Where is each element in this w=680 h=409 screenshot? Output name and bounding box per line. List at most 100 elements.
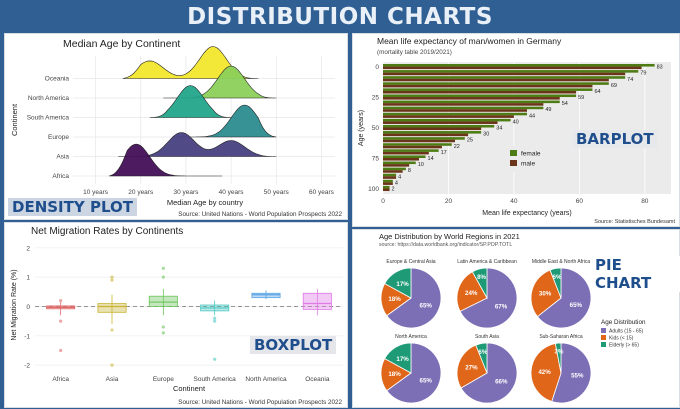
bar-x-tick: 20 [445, 198, 453, 205]
density-x-label: Median Age by country [167, 198, 244, 207]
bar-legend-label-female: female [521, 151, 541, 158]
pie-slice [386, 267, 442, 329]
box-outlier [59, 299, 63, 303]
pie-slice-label: 17% [396, 356, 409, 363]
box-body [302, 292, 332, 310]
bar-female [383, 161, 416, 165]
density-x-tick: 30 years [173, 189, 199, 196]
box-x-label: Continent [173, 384, 206, 393]
bar-female [383, 149, 439, 152]
pie-chart-label: PIE CHART [592, 256, 680, 292]
bar-female [383, 185, 390, 189]
bar-female [383, 179, 393, 183]
pie-slice-label: 3% [554, 348, 563, 355]
page-title: DISTRIBUTION CHARTS [187, 4, 493, 30]
density-y-tick: Europe [48, 134, 69, 141]
density-y-tick: North America [28, 95, 70, 102]
bar-value-label: 2 [392, 186, 395, 192]
bar-female [383, 155, 426, 158]
bar-value-label: 64 [594, 89, 600, 95]
pie-region-label: Middle East & North Africa [532, 259, 591, 265]
pie-region-label: South Asia [475, 334, 499, 340]
bar-value-label: 40 [513, 119, 519, 125]
pie-legend-title: Age Distribution [601, 319, 646, 326]
pie-slice-label: 42% [538, 369, 551, 376]
pie-slice [536, 267, 592, 329]
bar-value-label: 17 [441, 150, 447, 156]
bar-male [383, 84, 593, 88]
bar-male [383, 78, 609, 82]
pie-slice-label: 24% [465, 290, 478, 297]
bar-female [383, 70, 639, 73]
box-outlier [161, 331, 165, 335]
density-plot-label: DENSITY PLOT [8, 198, 137, 216]
density-ridge-africa [109, 143, 223, 177]
bar-value-label: 4 [395, 180, 398, 186]
bar-male [383, 188, 390, 192]
density-y-tick: Africa [52, 173, 69, 180]
bar-male [383, 103, 544, 106]
page-header: DISTRIBUTION CHARTS [0, 0, 680, 34]
box-outlier [161, 275, 165, 279]
pie-slice [530, 269, 562, 318]
bar-y-label: Age (years) [358, 110, 365, 146]
pie-legend-label: Adults (15 - 65) [609, 329, 644, 335]
box-outlier [161, 325, 165, 329]
density-ridge-south-america [149, 85, 232, 118]
bar-value-label: 8 [408, 168, 411, 174]
box-outlier [59, 348, 63, 353]
pie-slice-label: 6% [478, 349, 487, 356]
box-y-tick: -2 [24, 363, 30, 370]
box-y-label: Net Migration Rate (%) [11, 269, 18, 340]
bar-female [383, 100, 560, 104]
pie-slice-label: 6% [553, 274, 562, 281]
bar-x-tick: 80 [641, 198, 649, 205]
density-x-tick: 60 years [309, 189, 335, 196]
bar-value-label: 83 [657, 65, 663, 71]
bar-value-label: 34 [496, 126, 502, 132]
bar-title: Mean life expectancy of man/women in Ger… [377, 36, 562, 46]
pie-slice [460, 342, 518, 404]
bar-female [383, 88, 593, 91]
bar-female [383, 76, 626, 79]
pie-slice-label: 67% [495, 304, 508, 311]
bar-value-label: 30 [483, 132, 489, 138]
density-title: Median Age by Continent [63, 38, 180, 50]
box-outlier [110, 328, 114, 332]
pie-slice [384, 342, 412, 374]
bar-male [383, 97, 560, 100]
box-outlier [213, 357, 217, 361]
pie-slice [551, 342, 592, 404]
pie-legend-label: Elderly (> 65) [609, 343, 639, 349]
bar-male [383, 133, 469, 137]
bar-male [383, 127, 482, 131]
pie-slice [475, 342, 488, 374]
bar-x-label: Mean life expectancy (years) [482, 210, 571, 217]
bar-female [383, 124, 495, 128]
density-y-tick: South America [27, 115, 70, 122]
pie-slice-label: 65% [420, 302, 433, 309]
pie-title: Age Distribution by World Regions in 202… [379, 232, 520, 241]
bar-male [383, 66, 642, 70]
bar-male [383, 182, 393, 185]
box-body [148, 295, 178, 307]
bar-male [383, 157, 419, 161]
pie-region-label: North America [395, 334, 427, 340]
box-outlier [110, 278, 114, 282]
pie-slice [554, 342, 562, 374]
pie-legend-swatch [601, 342, 606, 347]
bar-female [383, 82, 609, 85]
density-y-label: Continent [10, 103, 19, 136]
bar-value-label: 69 [611, 83, 617, 89]
pie-region-label: Sub-Saharan Africa [539, 334, 583, 340]
bar-value-label: 25 [467, 138, 473, 144]
box-outlier [213, 319, 217, 323]
pie-slice-label: 18% [388, 296, 401, 303]
box-y-tick: -1 [24, 333, 30, 340]
bar-female [383, 173, 397, 177]
box-x-tick: Europe [153, 376, 174, 383]
box-outlier [110, 363, 114, 367]
pie-slice-label: 30% [539, 291, 552, 298]
bar-male [383, 121, 498, 124]
box-source: Source: United Nations - World Populatio… [178, 399, 342, 406]
